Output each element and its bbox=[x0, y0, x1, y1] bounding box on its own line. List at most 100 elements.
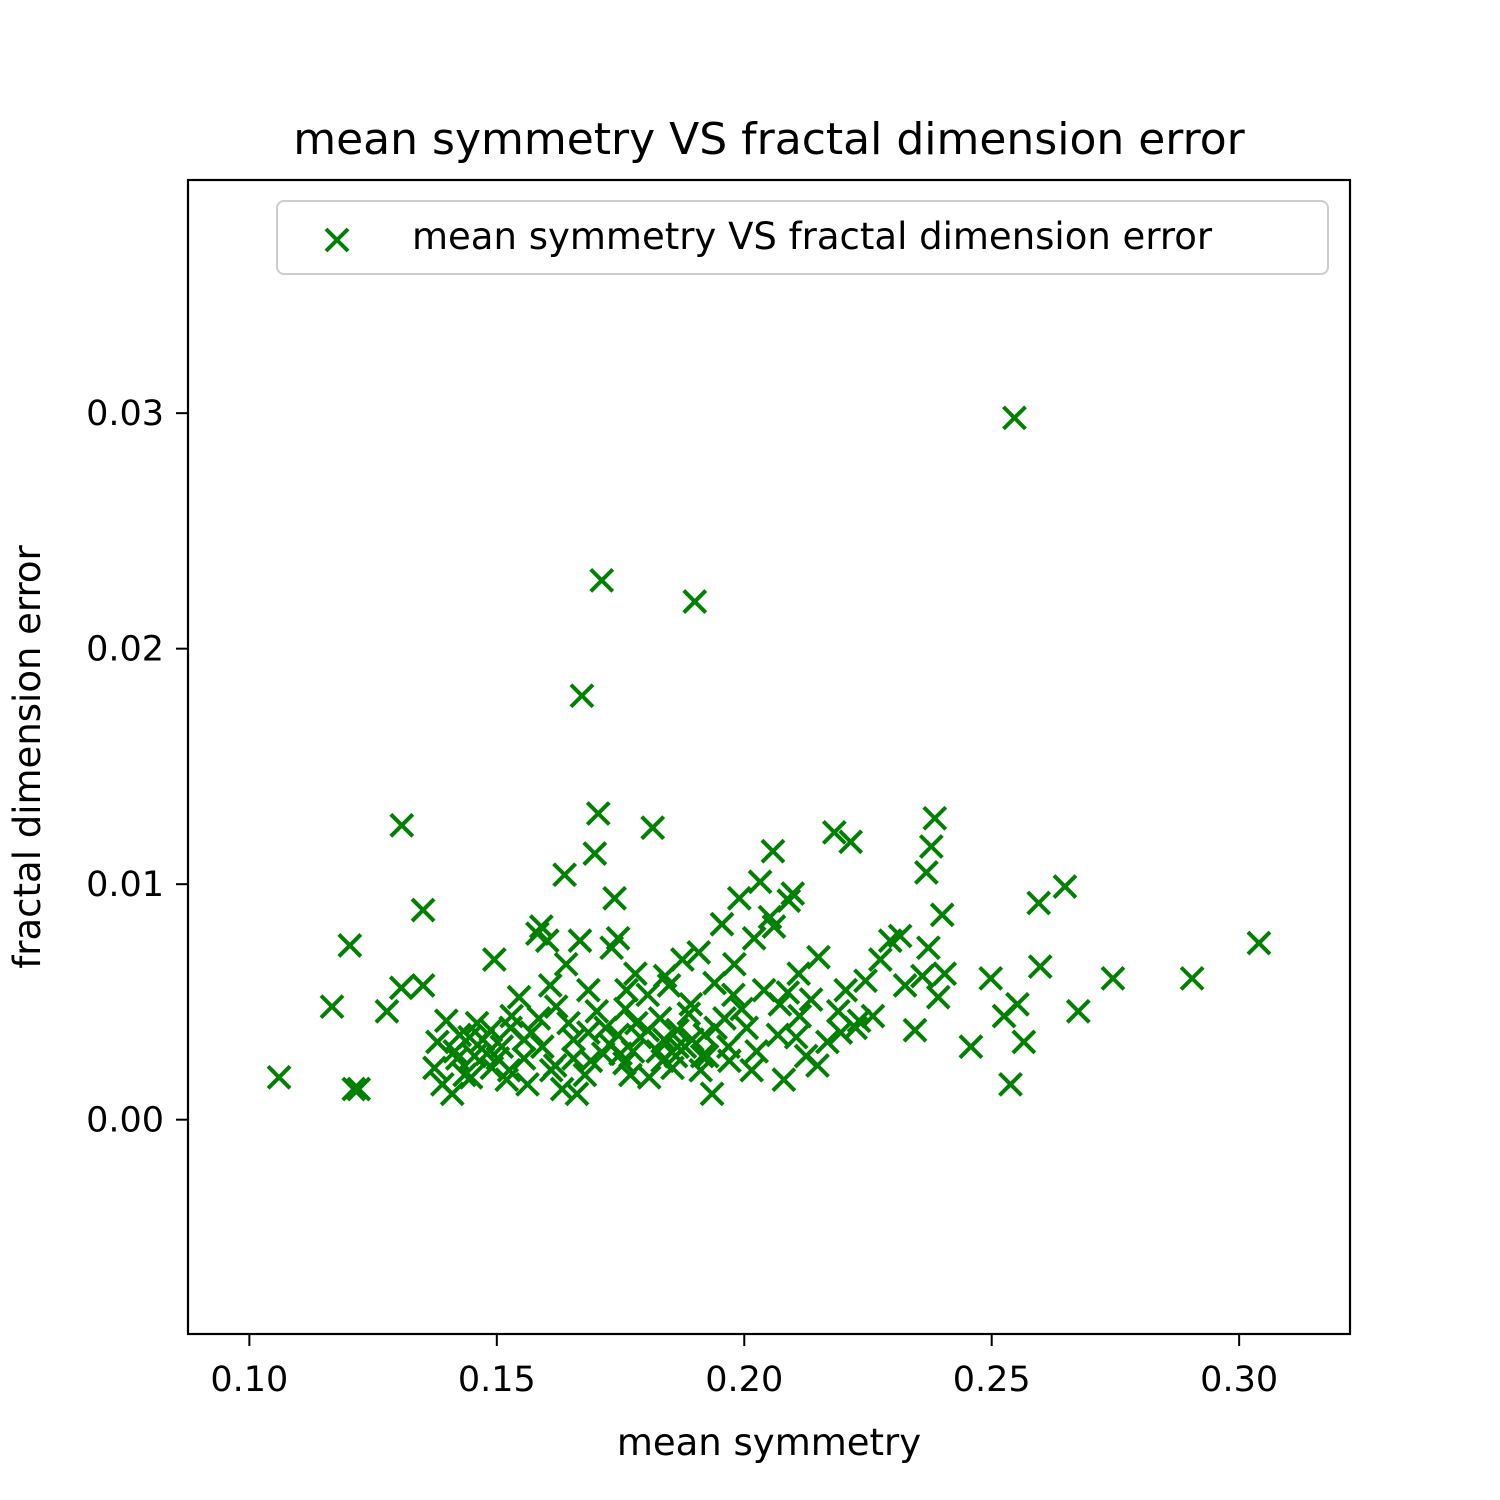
data-point bbox=[542, 1053, 568, 1078]
y-tick-label: 0.01 bbox=[86, 865, 164, 905]
x-tick-label: 0.20 bbox=[705, 1360, 783, 1400]
data-point bbox=[511, 1046, 537, 1071]
data-point bbox=[767, 991, 793, 1017]
data-point bbox=[739, 1057, 765, 1083]
y-axis-ticks: 0.00 0.01 0.02 0.03 bbox=[86, 394, 188, 1141]
data-point bbox=[506, 984, 532, 1010]
data-point bbox=[585, 801, 611, 826]
data-point bbox=[726, 885, 752, 911]
data-point bbox=[669, 947, 695, 972]
data-point bbox=[529, 1034, 555, 1060]
data-point bbox=[771, 1067, 797, 1093]
data-point bbox=[582, 841, 608, 866]
data-point bbox=[805, 1053, 830, 1078]
data-point bbox=[1027, 954, 1053, 980]
data-point bbox=[902, 1017, 928, 1043]
data-point bbox=[515, 1071, 540, 1097]
data-point bbox=[640, 815, 666, 841]
data-point bbox=[744, 1038, 770, 1064]
data-point bbox=[833, 977, 859, 1003]
data-point bbox=[702, 970, 727, 996]
data-point bbox=[741, 925, 767, 951]
data-point bbox=[1026, 890, 1052, 916]
data-point bbox=[462, 1043, 487, 1069]
data-point bbox=[346, 1076, 372, 1102]
data-point bbox=[682, 589, 708, 614]
data-point bbox=[814, 1029, 840, 1055]
data-point bbox=[760, 838, 786, 864]
data-point bbox=[729, 996, 755, 1022]
data-point bbox=[716, 1034, 741, 1060]
data-point bbox=[478, 1017, 504, 1043]
data-point bbox=[892, 973, 918, 998]
data-point bbox=[694, 1043, 720, 1069]
data-point bbox=[918, 834, 944, 859]
data-point bbox=[410, 897, 436, 923]
data-point bbox=[337, 932, 363, 958]
data-point bbox=[821, 819, 847, 845]
y-tick-label: 0.03 bbox=[86, 394, 164, 434]
data-point bbox=[575, 977, 601, 1003]
data-point bbox=[786, 961, 812, 987]
data-point bbox=[843, 1015, 869, 1041]
data-point bbox=[602, 885, 628, 911]
data-point bbox=[564, 1081, 590, 1107]
data-point bbox=[575, 1020, 601, 1045]
x-tick-label: 0.10 bbox=[210, 1360, 288, 1400]
data-point bbox=[389, 812, 415, 838]
data-point bbox=[552, 862, 578, 888]
legend-x-marker bbox=[324, 227, 350, 253]
data-point bbox=[1011, 1029, 1037, 1055]
data-point bbox=[635, 1017, 661, 1043]
y-axis-label: fractal dimension error bbox=[6, 544, 49, 968]
data-point bbox=[452, 1062, 478, 1088]
data-point bbox=[798, 987, 824, 1012]
x-tick-label: 0.30 bbox=[1200, 1360, 1278, 1400]
data-point bbox=[721, 951, 747, 977]
data-point bbox=[709, 911, 735, 937]
data-point bbox=[1005, 991, 1030, 1017]
data-point bbox=[319, 994, 345, 1020]
data-point bbox=[925, 984, 951, 1010]
data-point bbox=[780, 881, 806, 907]
data-point bbox=[860, 1003, 886, 1029]
data-point bbox=[636, 1064, 662, 1090]
data-point bbox=[374, 998, 400, 1024]
data-point bbox=[589, 567, 615, 593]
data-point bbox=[464, 1010, 490, 1036]
y-tick-label: 0.02 bbox=[86, 630, 164, 670]
chart-title: mean symmetry VS fractal dimension error bbox=[293, 114, 1245, 165]
data-point bbox=[612, 1050, 637, 1076]
data-point bbox=[528, 914, 554, 939]
data-point bbox=[703, 1015, 728, 1041]
data-point bbox=[1002, 405, 1027, 431]
data-point bbox=[556, 1010, 581, 1036]
data-point bbox=[776, 888, 802, 914]
data-point bbox=[867, 947, 893, 972]
data-point bbox=[656, 973, 682, 998]
data-point bbox=[341, 1076, 367, 1102]
x-tick-label: 0.15 bbox=[458, 1360, 536, 1400]
data-point bbox=[720, 982, 746, 1008]
data-point bbox=[1246, 930, 1272, 956]
data-point bbox=[915, 935, 941, 961]
data-point bbox=[553, 951, 579, 977]
data-point bbox=[567, 928, 593, 954]
data-point bbox=[1100, 965, 1126, 991]
data-point bbox=[534, 928, 560, 954]
data-point bbox=[605, 925, 631, 951]
plot-frame bbox=[186, 178, 1352, 1336]
data-point bbox=[651, 1027, 677, 1053]
data-point bbox=[526, 1006, 552, 1031]
data-point bbox=[998, 1071, 1023, 1097]
y-tick-label: 0.00 bbox=[86, 1101, 164, 1141]
data-point bbox=[806, 944, 831, 970]
x-tick-label: 0.25 bbox=[953, 1360, 1031, 1400]
data-point bbox=[481, 947, 507, 972]
legend-label: mean symmetry VS fractal dimension error bbox=[412, 215, 1213, 258]
data-point bbox=[496, 1057, 522, 1083]
data-point bbox=[747, 869, 773, 895]
data-point bbox=[686, 940, 712, 965]
points-layer bbox=[266, 405, 1272, 1107]
data-point bbox=[561, 1027, 586, 1053]
